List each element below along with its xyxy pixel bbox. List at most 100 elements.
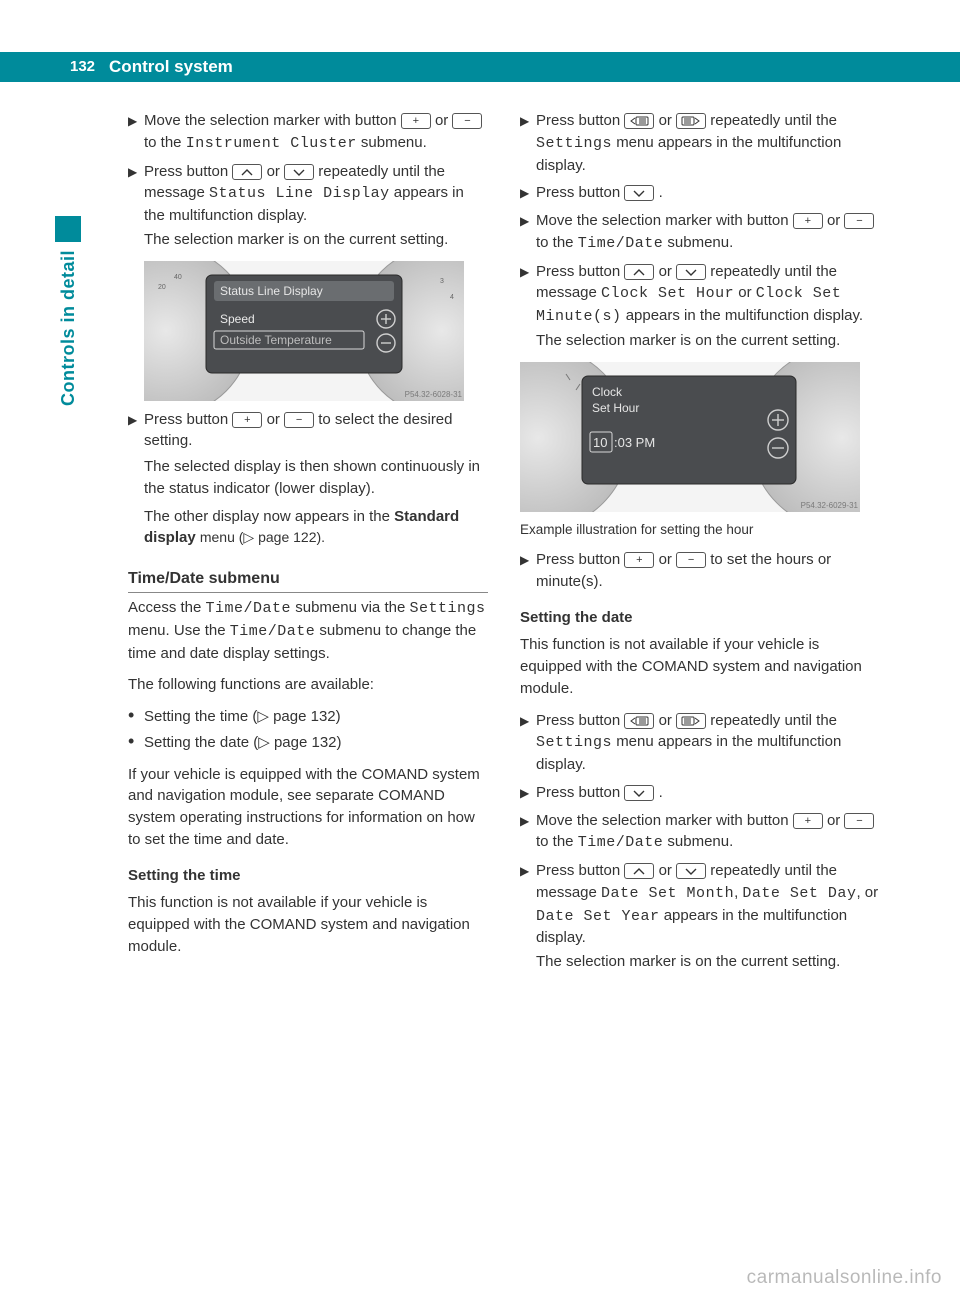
list-item: ▶ Press button or repeatedly until the m…	[128, 161, 488, 251]
minus-button-icon: −	[284, 412, 314, 428]
bullet-icon: •	[128, 706, 144, 728]
list-item: ▶ Press button + or − to select the desi…	[128, 409, 488, 550]
text: Press button	[536, 551, 624, 568]
section-heading: Time/Date submenu	[128, 567, 488, 593]
down-button-icon	[676, 264, 706, 280]
text: .	[659, 784, 663, 801]
text: or	[435, 112, 453, 129]
fig-ref: P54.32-6028-31	[405, 390, 463, 399]
minus-button-icon: −	[676, 552, 706, 568]
svg-text:Outside Temperature: Outside Temperature	[220, 333, 332, 347]
list-item: ▶ Move the selection marker with button …	[128, 110, 488, 155]
plus-button-icon: +	[793, 213, 823, 229]
list-item: ▶ Press button .	[520, 182, 880, 204]
text: or	[827, 812, 845, 829]
code-text: Date Set Month	[601, 885, 734, 902]
minus-button-icon: −	[844, 213, 874, 229]
text: Press button	[144, 163, 232, 180]
figure-caption: Example illustration for setting the hou…	[520, 520, 880, 540]
text: or	[659, 862, 677, 879]
left-column: ▶ Move the selection marker with button …	[128, 110, 488, 979]
up-button-icon	[624, 863, 654, 879]
code-text: Date Set Day	[742, 885, 856, 902]
list-item: ▶ Press button or repeatedly until the m…	[520, 860, 880, 973]
text: to the	[144, 134, 186, 151]
paragraph: Access the Time/Date submenu via the Set…	[128, 597, 488, 664]
list-item: ▶ Press button + or − to set the hours o…	[520, 549, 880, 593]
text: Press button	[536, 712, 624, 729]
down-button-icon	[284, 164, 314, 180]
text: submenu.	[667, 833, 733, 850]
text: Move the selection marker with button	[536, 212, 793, 229]
watermark: carmanualsonline.info	[747, 1264, 942, 1292]
text: Press button	[536, 784, 624, 801]
step-marker-icon: ▶	[520, 810, 536, 855]
step-marker-icon: ▶	[520, 210, 536, 255]
header-band: 132 Control system	[0, 52, 960, 82]
side-tab: Controls in detail	[54, 216, 82, 436]
list-item: ▶ Press button or repeatedly until the S…	[520, 710, 880, 776]
text: The selected display is then shown conti…	[144, 456, 488, 500]
text: The other display now appears in the	[144, 508, 394, 525]
step-marker-icon: ▶	[520, 710, 536, 776]
svg-text:3: 3	[440, 278, 444, 285]
svg-text:Speed: Speed	[220, 312, 255, 326]
step-marker-icon: ▶	[128, 409, 144, 550]
svg-text:40: 40	[174, 274, 182, 281]
text: The selection marker is on the current s…	[536, 330, 880, 352]
up-button-icon	[232, 164, 262, 180]
page-title: Control system	[103, 55, 233, 80]
up-button-icon	[624, 264, 654, 280]
plus-button-icon: +	[624, 552, 654, 568]
text: Press button	[536, 862, 624, 879]
text: , or	[856, 884, 878, 901]
text: or	[267, 163, 285, 180]
step-marker-icon: ▶	[520, 110, 536, 176]
list-item: ▶ Press button or repeatedly until the S…	[520, 110, 880, 176]
menu-right-button-icon	[676, 113, 706, 129]
plus-button-icon: +	[232, 412, 262, 428]
paragraph: If your vehicle is equipped with the COM…	[128, 764, 488, 851]
menu-left-button-icon	[624, 113, 654, 129]
text: Press button	[536, 112, 624, 129]
side-tab-label: Controls in detail	[55, 250, 81, 406]
text: Move the selection marker with button	[144, 112, 401, 129]
plus-button-icon: +	[401, 113, 431, 129]
minus-button-icon: −	[452, 113, 482, 129]
step-marker-icon: ▶	[520, 261, 536, 352]
text: or	[659, 551, 677, 568]
plus-button-icon: +	[793, 813, 823, 829]
code-text: Settings	[536, 734, 612, 751]
step-marker-icon: ▶	[128, 161, 144, 251]
text: or	[659, 712, 677, 729]
step-marker-icon: ▶	[128, 110, 144, 155]
down-button-icon	[624, 785, 654, 801]
text: The selection marker is on the current s…	[536, 951, 880, 973]
list-item: ▶ Press button .	[520, 782, 880, 804]
text: .	[659, 184, 663, 201]
step-marker-icon: ▶	[520, 782, 536, 804]
text: repeatedly until the	[710, 112, 837, 129]
text: menu (▷ page 122).	[200, 529, 325, 545]
page-number: 132	[0, 52, 103, 82]
code-text: Status Line Display	[209, 185, 390, 202]
content-area: ▶ Move the selection marker with button …	[128, 110, 880, 979]
code-text: Clock Set Hour	[601, 285, 734, 302]
svg-text::03 PM: :03 PM	[614, 435, 655, 450]
code-text: Time/Date	[578, 834, 664, 851]
text: or	[659, 263, 677, 280]
text: Press button	[144, 411, 232, 428]
list-item: ▶ Move the selection marker with button …	[520, 210, 880, 255]
text: to the	[536, 234, 578, 251]
code-text: Instrument Cluster	[186, 135, 357, 152]
text: or	[738, 284, 756, 301]
status-line-figure: 2040 34 Status Line Display Speed Outsid…	[144, 261, 488, 401]
down-button-icon	[624, 185, 654, 201]
text: Move the selection marker with button	[536, 812, 793, 829]
list-item: ▶ Move the selection marker with button …	[520, 810, 880, 855]
right-column: ▶ Press button or repeatedly until the S…	[520, 110, 880, 979]
code-text: Settings	[536, 135, 612, 152]
text: Press button	[536, 184, 624, 201]
paragraph: The following functions are available:	[128, 674, 488, 696]
text: The selection marker is on the current s…	[144, 229, 488, 251]
